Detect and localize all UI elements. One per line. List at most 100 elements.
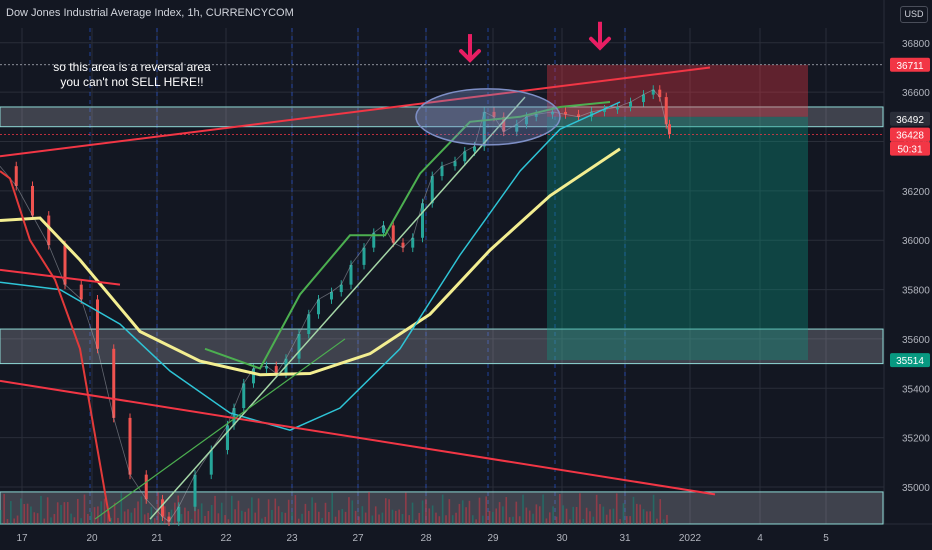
upper-trendline [0,66,711,158]
volume-bar [133,508,136,524]
volume-bar [321,517,323,524]
y-tick-label: 36600 [902,88,930,99]
volume-bar [210,504,213,524]
candle-body [349,264,353,285]
volume-bar [297,518,300,524]
currency-button[interactable]: USD [900,6,928,23]
candle-body [161,499,164,517]
candle-body [177,506,181,522]
volume-bar [488,510,491,524]
volume-bar [80,518,82,524]
candle-body [242,383,246,409]
price-tag-label: 35514 [896,356,924,367]
volume-bar [170,509,173,524]
volume-bar [538,506,541,524]
x-tick-label: 31 [619,533,631,544]
volume-bar [595,494,598,524]
volume-bar [20,498,22,524]
volume-bar [639,504,641,524]
sell-arrowhead [589,36,611,51]
volume-bar [63,502,66,524]
volume-bar [257,498,260,524]
x-tick-label: 4 [757,533,763,544]
volume-bar [227,519,230,524]
price-series [0,89,670,523]
volume-bar [76,498,79,524]
channel-line-1 [149,96,526,520]
volume-bar [314,502,317,524]
volume-bar [214,495,216,524]
volume-bar [395,510,397,524]
candle-body [401,242,405,248]
volume-bar [468,500,471,524]
volume-bar [662,519,665,524]
volume-bar [448,499,451,524]
volume-bar [666,514,668,524]
volume-bar [143,514,146,524]
volume-bar [307,510,310,524]
candle-body [473,146,476,152]
candle-body [274,366,278,374]
volume-bar [56,502,59,524]
volume-bar [26,503,29,524]
volume-bar [110,518,113,524]
candle-body [658,89,662,98]
volume-bar [13,518,15,524]
volume-bar [73,517,76,524]
candle-body [664,97,668,125]
candle-body [629,102,632,107]
volume-bar [552,506,554,524]
candle-body [577,114,580,117]
volume-bar [304,503,307,524]
volume-bar [204,515,206,524]
volume-bar [575,506,578,524]
volume-bar [555,516,558,524]
volume-bar [438,516,441,524]
volume-bar [344,511,347,524]
candle-body [642,94,645,103]
candle-body [482,111,486,147]
volume-bar [46,497,49,524]
volume-bar [36,513,39,524]
volume-bar [354,510,357,524]
volume-bar [103,498,106,524]
x-tick-label: 30 [556,533,568,544]
candle-body [193,474,197,507]
volume-bar [0,510,2,524]
fast-ma-down [0,170,111,522]
candle-body [252,368,255,384]
candle-body [144,474,148,500]
volume-bar [515,501,518,524]
volume-bar [405,492,407,524]
chart-annotation: so this area is a reversal area you can'… [18,60,246,90]
volume-bar [261,518,263,524]
volume-bar [83,494,86,524]
volume-bar [318,511,320,524]
candle-body [564,111,567,115]
volume-bar [277,506,280,524]
volume-bar [495,508,498,524]
volume-bar [408,515,410,524]
volume-bar [127,509,129,524]
volume-bar [388,499,390,524]
volume-bar [602,506,605,524]
volume-bar [254,512,257,524]
volume-bar [43,518,46,524]
volume-bar [445,515,447,524]
candle-body [47,215,51,246]
price-tag-label: 36492 [896,115,924,126]
volume-bar [30,506,32,524]
candle-body [265,366,268,369]
volume-bar [267,499,270,524]
volume-bar [87,513,89,524]
candle-body [430,176,434,204]
y-tick-label: 35400 [902,384,930,395]
annotation-line-1: so this area is a reversal area [53,60,211,74]
volume-bar [338,510,340,524]
candle-body [372,232,376,248]
candle-body [330,292,333,300]
volume-bar [381,512,384,524]
volume-bar [545,518,548,524]
volume-bar [535,504,538,524]
